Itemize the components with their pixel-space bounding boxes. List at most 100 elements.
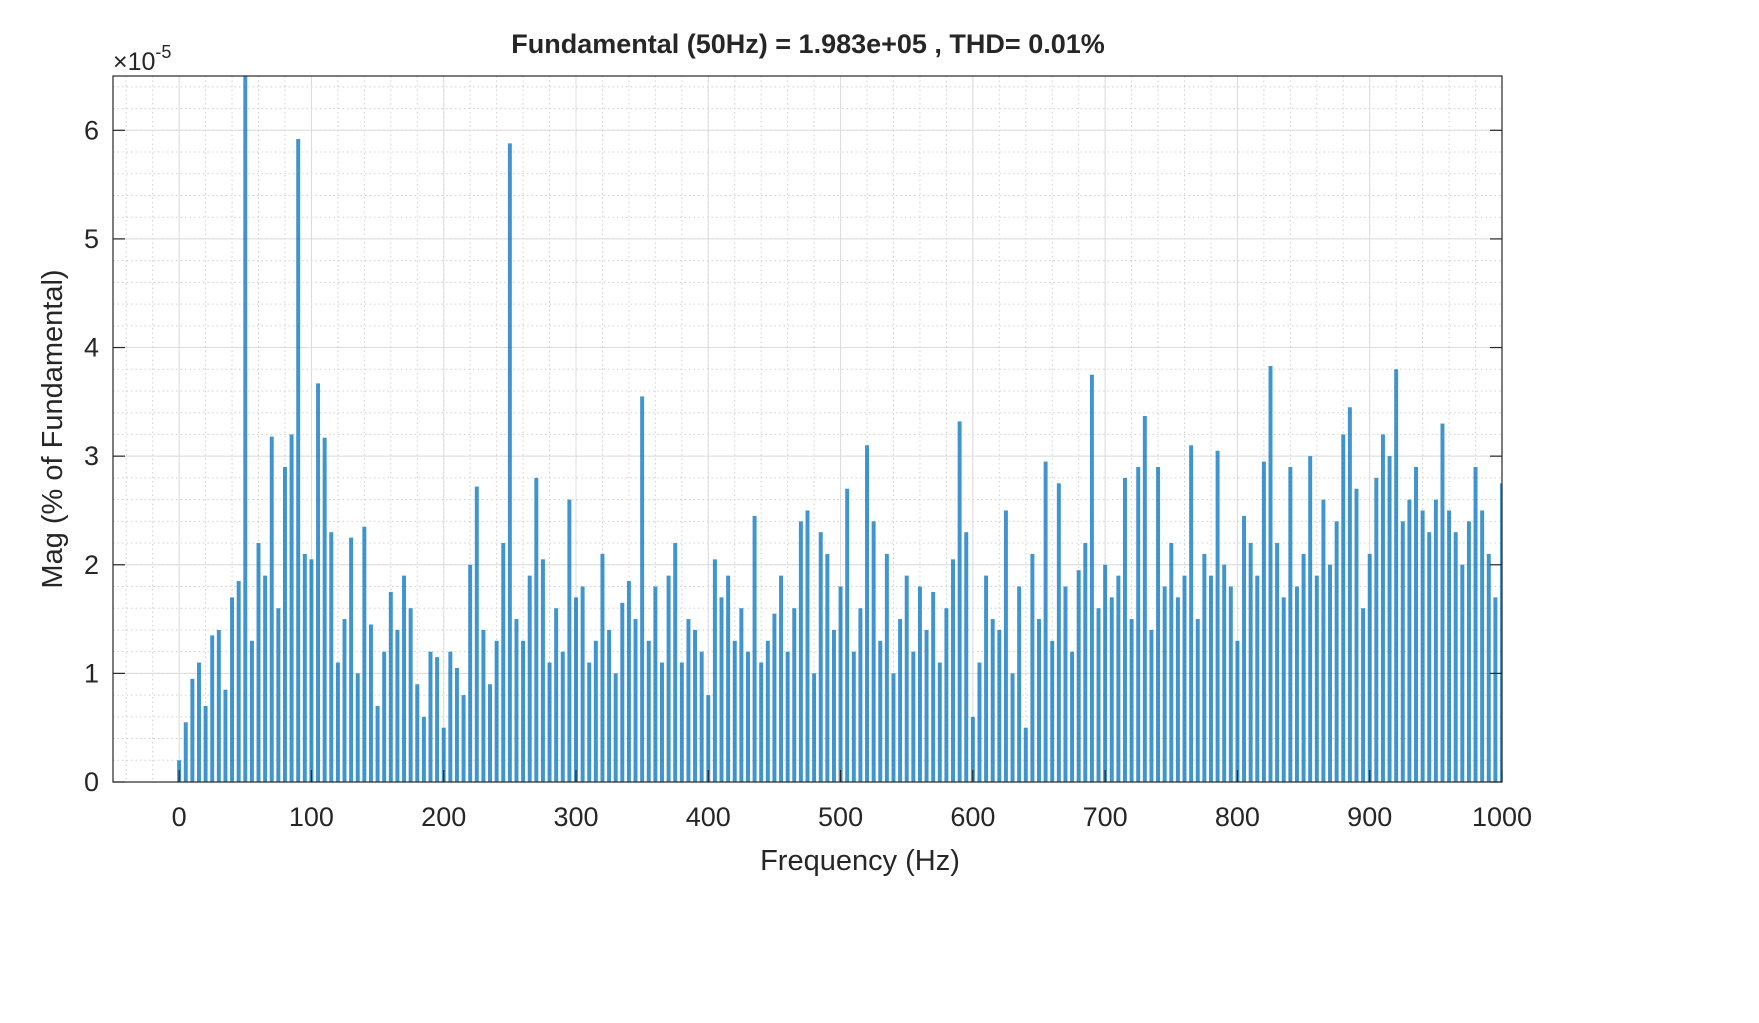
- bar: [1500, 483, 1502, 782]
- bar: [653, 586, 658, 782]
- bar: [1394, 369, 1399, 782]
- bar: [613, 673, 618, 782]
- bar: [441, 727, 446, 782]
- bar: [646, 640, 651, 782]
- bar: [322, 437, 327, 782]
- bar: [865, 445, 870, 782]
- bar: [1288, 467, 1293, 782]
- bar: [269, 436, 274, 782]
- y-multiplier-base: ×10: [113, 48, 155, 76]
- bar: [1453, 532, 1458, 782]
- y-tick-label: 0: [84, 767, 99, 797]
- bar: [1043, 461, 1048, 782]
- bar: [580, 586, 585, 782]
- bar: [937, 662, 942, 782]
- bar: [1089, 374, 1094, 782]
- bar: [1175, 597, 1180, 782]
- bar: [540, 559, 545, 782]
- bar: [1447, 510, 1452, 782]
- bar: [812, 673, 817, 782]
- bar: [507, 143, 512, 782]
- bar: [534, 477, 539, 782]
- bar: [1420, 510, 1425, 782]
- bar: [1195, 619, 1200, 782]
- bar: [699, 651, 704, 782]
- bar: [1248, 543, 1253, 782]
- bar: [739, 608, 744, 782]
- bar: [382, 651, 387, 782]
- bar: [1294, 586, 1299, 782]
- bar: [362, 526, 367, 782]
- bar: [329, 532, 334, 782]
- bar: [1076, 570, 1081, 782]
- bar: [891, 673, 896, 782]
- bar: [428, 651, 433, 782]
- bar: [693, 629, 698, 782]
- bar: [349, 537, 354, 782]
- chart-title: Fundamental (50Hz) = 1.983e+05 , THD= 0.…: [511, 29, 1105, 59]
- bar: [726, 575, 731, 782]
- bar: [395, 629, 400, 782]
- x-tick-label: 300: [553, 802, 598, 832]
- x-tick-label: 400: [686, 802, 731, 832]
- bar: [1374, 477, 1379, 782]
- bar: [342, 619, 347, 782]
- x-tick-label: 200: [421, 802, 466, 832]
- bar: [640, 396, 645, 782]
- bar: [1466, 521, 1471, 782]
- bar: [521, 640, 526, 782]
- y-tick-label: 6: [84, 115, 99, 145]
- bar: [1116, 575, 1121, 782]
- bar: [554, 608, 559, 782]
- bar: [1208, 575, 1213, 782]
- bar: [1334, 521, 1339, 782]
- bar: [1103, 564, 1108, 782]
- bar: [944, 608, 949, 782]
- x-tick-label: 800: [1215, 802, 1260, 832]
- x-tick-label: 900: [1347, 802, 1392, 832]
- bar: [931, 591, 936, 782]
- x-tick-label: 700: [1083, 802, 1128, 832]
- x-axis-label: Frequency (Hz): [760, 845, 960, 877]
- bar: [970, 716, 975, 782]
- bar: [1255, 575, 1260, 782]
- bar: [772, 613, 777, 782]
- bar: [851, 651, 856, 782]
- y-tick-label: 3: [84, 441, 99, 471]
- bar: [1063, 586, 1068, 782]
- bar: [1149, 629, 1154, 782]
- bar: [831, 629, 836, 782]
- y-multiplier: ×10-5: [113, 42, 171, 76]
- bar: [1228, 586, 1233, 782]
- bar: [1480, 510, 1485, 782]
- bar: [1361, 608, 1366, 782]
- bar: [567, 499, 572, 782]
- bar: [1400, 521, 1405, 782]
- bar: [1281, 597, 1286, 782]
- bar: [375, 705, 380, 782]
- y-axis-label: Mag (% of Fundamental): [37, 269, 69, 588]
- bar: [917, 586, 922, 782]
- bar: [600, 553, 605, 782]
- bar: [1142, 415, 1147, 782]
- bar: [818, 532, 823, 782]
- x-tick-label: 100: [289, 802, 334, 832]
- bar: [1347, 407, 1352, 782]
- bar: [435, 657, 440, 782]
- bar: [904, 575, 909, 782]
- bar: [368, 624, 373, 782]
- bar: [197, 662, 201, 782]
- bar: [249, 640, 254, 782]
- y-tick-label: 4: [84, 333, 99, 363]
- bar: [481, 629, 486, 782]
- bar: [626, 581, 631, 782]
- bar: [574, 597, 578, 782]
- bar: [1308, 456, 1313, 782]
- bar: [190, 678, 195, 782]
- bar: [898, 619, 903, 782]
- bar: [282, 467, 287, 782]
- bar: [1440, 423, 1445, 782]
- bar: [977, 662, 982, 782]
- bar: [997, 629, 1002, 782]
- bar: [1162, 586, 1167, 782]
